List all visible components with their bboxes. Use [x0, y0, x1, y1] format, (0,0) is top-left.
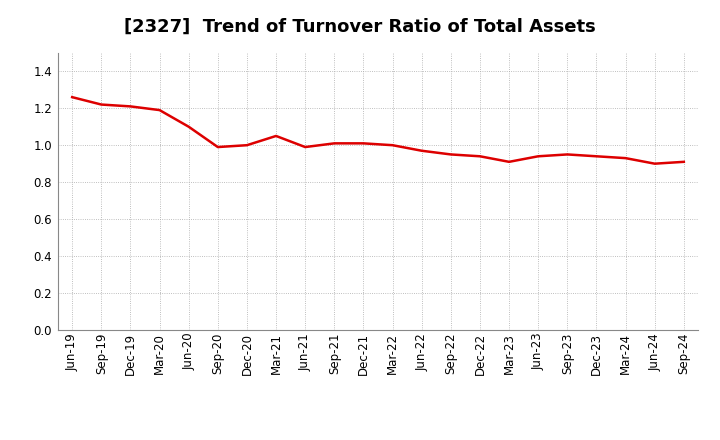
Text: [2327]  Trend of Turnover Ratio of Total Assets: [2327] Trend of Turnover Ratio of Total …: [124, 18, 596, 36]
